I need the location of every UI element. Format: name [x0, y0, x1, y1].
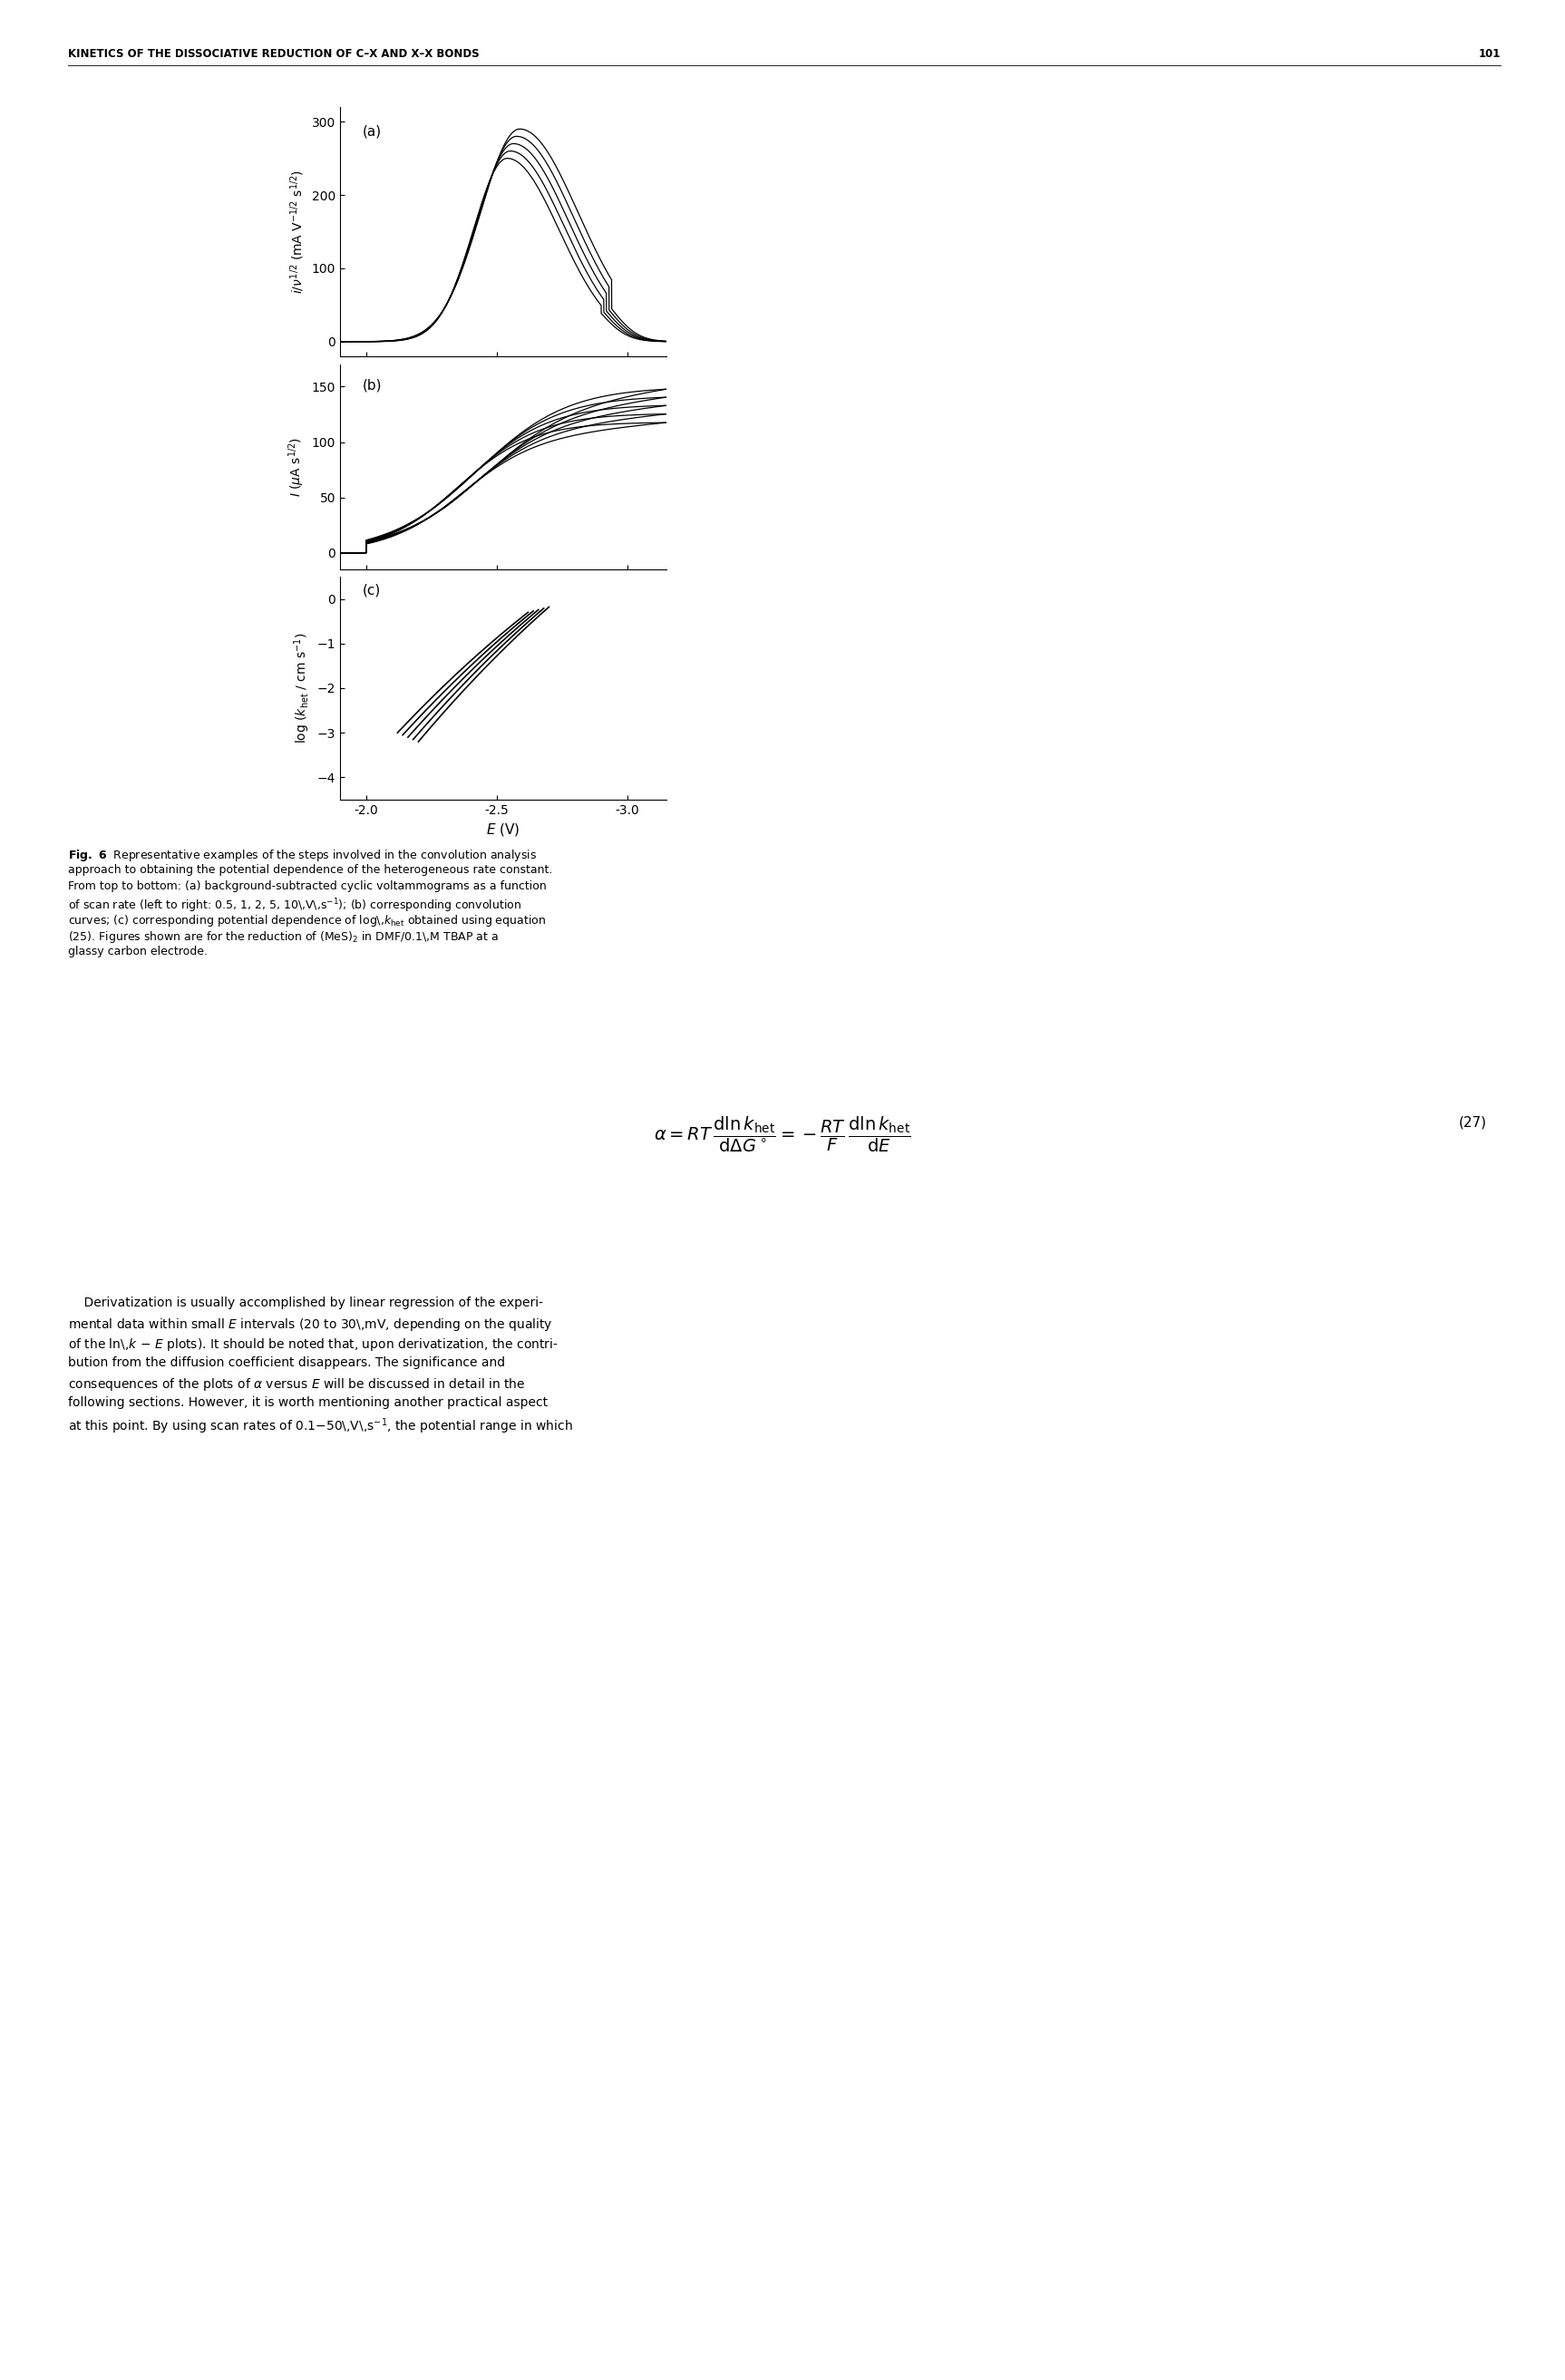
Text: curves; (c) corresponding potential dependence of log\,$k_{\mathrm{het}}$ obtain: curves; (c) corresponding potential depe… — [67, 914, 546, 928]
Text: following sections. However, it is worth mentioning another practical aspect: following sections. However, it is worth… — [67, 1397, 548, 1409]
Y-axis label: $I$ ($\mu$A s$^{1/2}$): $I$ ($\mu$A s$^{1/2}$) — [286, 438, 307, 497]
Text: approach to obtaining the potential dependence of the heterogeneous rate constan: approach to obtaining the potential depe… — [67, 864, 552, 876]
Text: at this point. By using scan rates of 0.1$-$50\,V\,s$^{-1}$, the potential range: at this point. By using scan rates of 0.… — [67, 1416, 573, 1435]
Text: of scan rate (left to right: 0.5, 1, 2, 5, 10\,V\,s$^{-1}$); (b) corresponding c: of scan rate (left to right: 0.5, 1, 2, … — [67, 897, 521, 914]
Text: 101: 101 — [1479, 48, 1501, 60]
Text: $\alpha = RT\,\dfrac{\mathrm{d}\ln k_{\mathrm{het}}}{\mathrm{d}\Delta G^\circ} =: $\alpha = RT\,\dfrac{\mathrm{d}\ln k_{\m… — [654, 1116, 911, 1154]
Text: glassy carbon electrode.: glassy carbon electrode. — [67, 945, 208, 957]
Text: (a): (a) — [363, 124, 382, 138]
Text: (c): (c) — [363, 583, 382, 597]
Y-axis label: $i / \nu^{1/2}$ (mA V$^{-1/2}$ s$^{1/2}$): $i / \nu^{1/2}$ (mA V$^{-1/2}$ s$^{1/2}$… — [290, 169, 307, 293]
Text: KINETICS OF THE DISSOCIATIVE REDUCTION OF C–X AND X–X BONDS: KINETICS OF THE DISSOCIATIVE REDUCTION O… — [67, 48, 479, 60]
Text: (b): (b) — [363, 378, 382, 393]
Y-axis label: log ($k_{\mathrm{het}}$ / cm s$^{-1}$): log ($k_{\mathrm{het}}$ / cm s$^{-1}$) — [293, 633, 311, 745]
Text: Derivatization is usually accomplished by linear regression of the experi-: Derivatization is usually accomplished b… — [67, 1297, 543, 1309]
X-axis label: $E$ (V): $E$ (V) — [487, 821, 520, 838]
Text: $\bf{Fig.\ 6}$  Representative examples of the steps involved in the convolution: $\bf{Fig.\ 6}$ Representative examples o… — [67, 847, 537, 864]
Text: of the ln\,$k$ $-$ $E$ plots). It should be noted that, upon derivatization, the: of the ln\,$k$ $-$ $E$ plots). It should… — [67, 1338, 559, 1352]
Text: bution from the diffusion coefficient disappears. The significance and: bution from the diffusion coefficient di… — [67, 1357, 505, 1368]
Text: consequences of the plots of $\alpha$ versus $E$ will be discussed in detail in : consequences of the plots of $\alpha$ ve… — [67, 1376, 526, 1392]
Text: mental data within small $E$ intervals (20 to 30\,mV, depending on the quality: mental data within small $E$ intervals (… — [67, 1316, 552, 1333]
Text: (27): (27) — [1459, 1116, 1487, 1128]
Text: (25). Figures shown are for the reduction of (MeS)$_2$ in DMF/0.1\,M TBAP at a: (25). Figures shown are for the reductio… — [67, 928, 499, 945]
Text: From top to bottom: (a) background-subtracted cyclic voltammograms as a function: From top to bottom: (a) background-subtr… — [67, 881, 546, 892]
